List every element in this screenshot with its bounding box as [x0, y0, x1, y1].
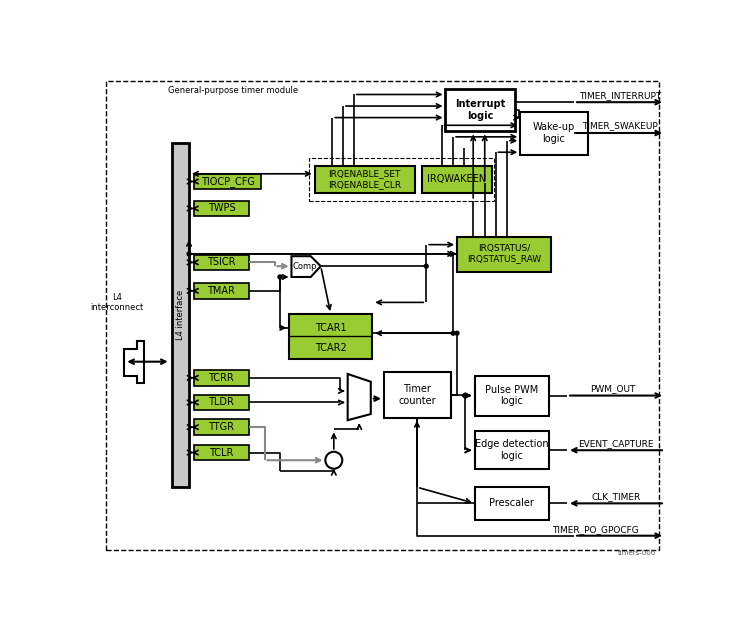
Text: L4 interface: L4 interface — [176, 290, 185, 340]
Text: Comp: Comp — [292, 261, 317, 271]
Text: IRQSTATUS/
IRQSTATUS_RAW: IRQSTATUS/ IRQSTATUS_RAW — [467, 244, 541, 263]
Circle shape — [424, 264, 428, 268]
Bar — [422, 166, 492, 193]
Text: Interrupt
logic: Interrupt logic — [455, 99, 505, 120]
Text: TIMER_PO_GPOCFG: TIMER_PO_GPOCFG — [552, 525, 639, 534]
Text: TCRR: TCRR — [209, 373, 234, 383]
Text: Prescaler: Prescaler — [489, 498, 534, 508]
Polygon shape — [125, 341, 144, 383]
Bar — [384, 372, 451, 418]
Text: timers-006: timers-006 — [618, 550, 656, 556]
Text: TCLR: TCLR — [209, 448, 233, 458]
Bar — [520, 112, 588, 154]
Text: PWM_OUT: PWM_OUT — [590, 384, 636, 393]
Text: IRQWAKEEN: IRQWAKEEN — [427, 174, 486, 184]
Text: L4
interconnect: L4 interconnect — [90, 293, 143, 312]
Bar — [474, 431, 549, 470]
Bar — [457, 237, 551, 271]
Text: IRQENABLE_SET
IRQENABLE_CLR: IRQENABLE_SET IRQENABLE_CLR — [328, 169, 401, 189]
Text: Wake-up
logic: Wake-up logic — [533, 122, 575, 144]
Circle shape — [325, 452, 342, 469]
Text: TMAR: TMAR — [207, 286, 235, 296]
Text: EVENT_CAPTURE: EVENT_CAPTURE — [578, 439, 653, 448]
Bar — [445, 89, 515, 132]
Circle shape — [187, 252, 191, 256]
Bar — [194, 445, 249, 460]
Circle shape — [463, 394, 467, 398]
Bar — [194, 395, 249, 410]
Bar — [194, 283, 249, 298]
Text: TWPS: TWPS — [207, 203, 235, 213]
Circle shape — [451, 331, 455, 335]
Bar — [194, 419, 249, 435]
Circle shape — [278, 275, 282, 279]
Text: General-purpose timer module: General-purpose timer module — [169, 86, 298, 95]
Text: CLK_TIMER: CLK_TIMER — [591, 492, 640, 501]
Bar — [172, 143, 189, 487]
Text: Edge detection
logic: Edge detection logic — [475, 440, 548, 461]
Polygon shape — [348, 374, 371, 420]
Bar — [315, 166, 415, 193]
Text: TIMER_INTERRUPT: TIMER_INTERRUPT — [579, 91, 662, 100]
Bar — [194, 174, 261, 189]
Text: TCAR1: TCAR1 — [315, 323, 347, 333]
Bar — [194, 370, 249, 386]
Bar — [309, 159, 494, 201]
Text: TIMER_SWAKEUP: TIMER_SWAKEUP — [582, 122, 657, 130]
Bar — [474, 487, 549, 520]
Bar — [194, 201, 249, 216]
Text: Pulse PWM
logic: Pulse PWM logic — [485, 385, 539, 406]
Polygon shape — [292, 256, 321, 277]
Bar — [474, 376, 549, 416]
Circle shape — [455, 331, 459, 335]
Bar — [289, 314, 372, 359]
Text: TLDR: TLDR — [208, 398, 234, 408]
Text: TTGR: TTGR — [208, 422, 234, 432]
Text: TSICR: TSICR — [207, 257, 236, 267]
Text: TCAR2: TCAR2 — [315, 343, 347, 353]
Bar — [194, 255, 249, 270]
Text: TIOCP_CFG: TIOCP_CFG — [201, 176, 254, 187]
Text: Timer
counter: Timer counter — [398, 384, 436, 406]
